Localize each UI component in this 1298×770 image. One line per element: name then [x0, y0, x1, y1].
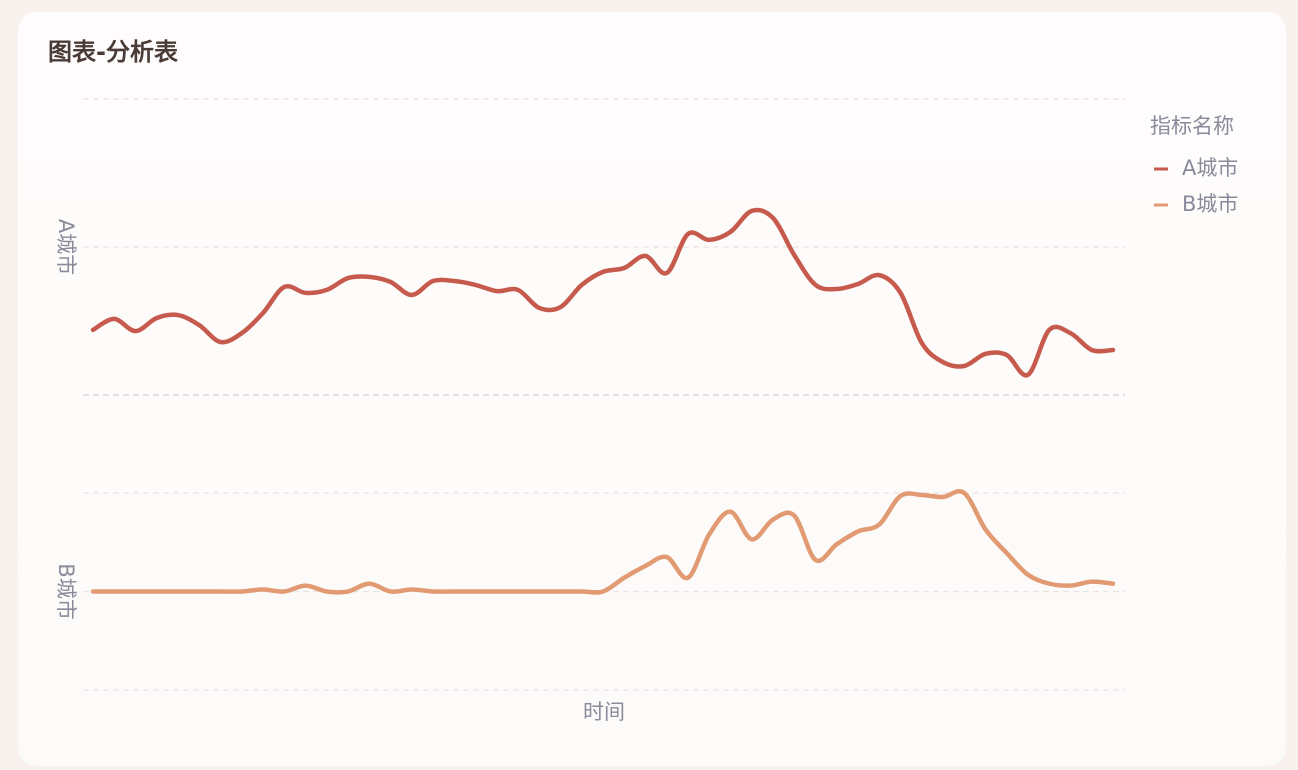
- y-axis-label: B城市: [54, 563, 78, 619]
- line: [90, 489, 1116, 595]
- line: [90, 207, 1116, 378]
- chart-title: 图表-分析表: [48, 38, 179, 66]
- card: [18, 12, 1286, 766]
- x-axis-label: 时间: [583, 700, 625, 724]
- legend-label: A城市: [1182, 156, 1238, 180]
- y-axis-label: A城市: [54, 219, 78, 275]
- legend-label: B城市: [1182, 192, 1238, 216]
- legend-title: 指标名称: [1150, 114, 1234, 138]
